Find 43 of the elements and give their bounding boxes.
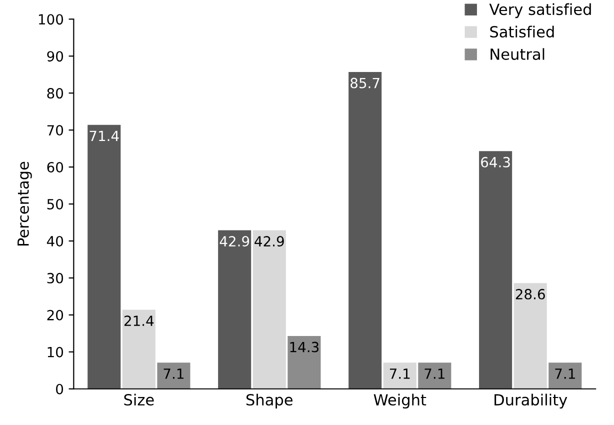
bar: [514, 283, 547, 389]
y-tick-label: 60: [47, 162, 64, 172]
bar: [348, 72, 382, 389]
y-tick-label: 40: [46, 236, 64, 246]
bar: [418, 362, 452, 389]
data-label: 71.4: [90, 130, 119, 141]
bar: [122, 310, 156, 389]
data-label: 7.1: [390, 368, 410, 379]
y-tick-label: 70: [47, 125, 64, 136]
y-axis-title: Percentage: [18, 162, 32, 246]
data-label: 7.1: [164, 368, 184, 379]
x-tick-label: Weight: [374, 394, 426, 409]
legend-label: Satisfied: [490, 26, 554, 38]
y-tick-label: 90: [47, 51, 64, 62]
y-tick-label: 30: [47, 272, 64, 284]
y-tick-label: 80: [47, 88, 64, 99]
bar: [383, 362, 416, 389]
y-tick-label: 20: [47, 310, 64, 320]
legend-label: Very satisfied: [489, 3, 591, 18]
bar: [548, 362, 582, 389]
x-tick-label: Size: [124, 394, 154, 406]
data-label: 7.1: [424, 368, 444, 379]
data-label: 7.1: [555, 368, 575, 379]
data-label: 21.4: [124, 316, 154, 326]
bar: [252, 230, 286, 389]
bar: [288, 336, 321, 389]
data-label: 42.9: [220, 236, 250, 247]
y-tick-label: 0: [56, 384, 64, 394]
bar: [479, 151, 512, 389]
data-label: 85.7: [350, 78, 380, 88]
data-label: 42.9: [254, 236, 284, 247]
data-label: 64.3: [481, 156, 510, 168]
x-tick-label: Shape: [246, 394, 292, 409]
legend-label: Neutral: [490, 48, 544, 60]
y-tick-label: 50: [47, 198, 64, 210]
data-label: 14.3: [290, 342, 319, 352]
y-tick-label: 10: [48, 346, 64, 358]
x-tick-label: Durability: [494, 394, 568, 409]
bar: [157, 362, 190, 389]
y-tick-label: 100: [38, 14, 64, 25]
data-label: 28.6: [516, 288, 545, 300]
bar: [218, 230, 252, 389]
bar: [88, 124, 121, 389]
